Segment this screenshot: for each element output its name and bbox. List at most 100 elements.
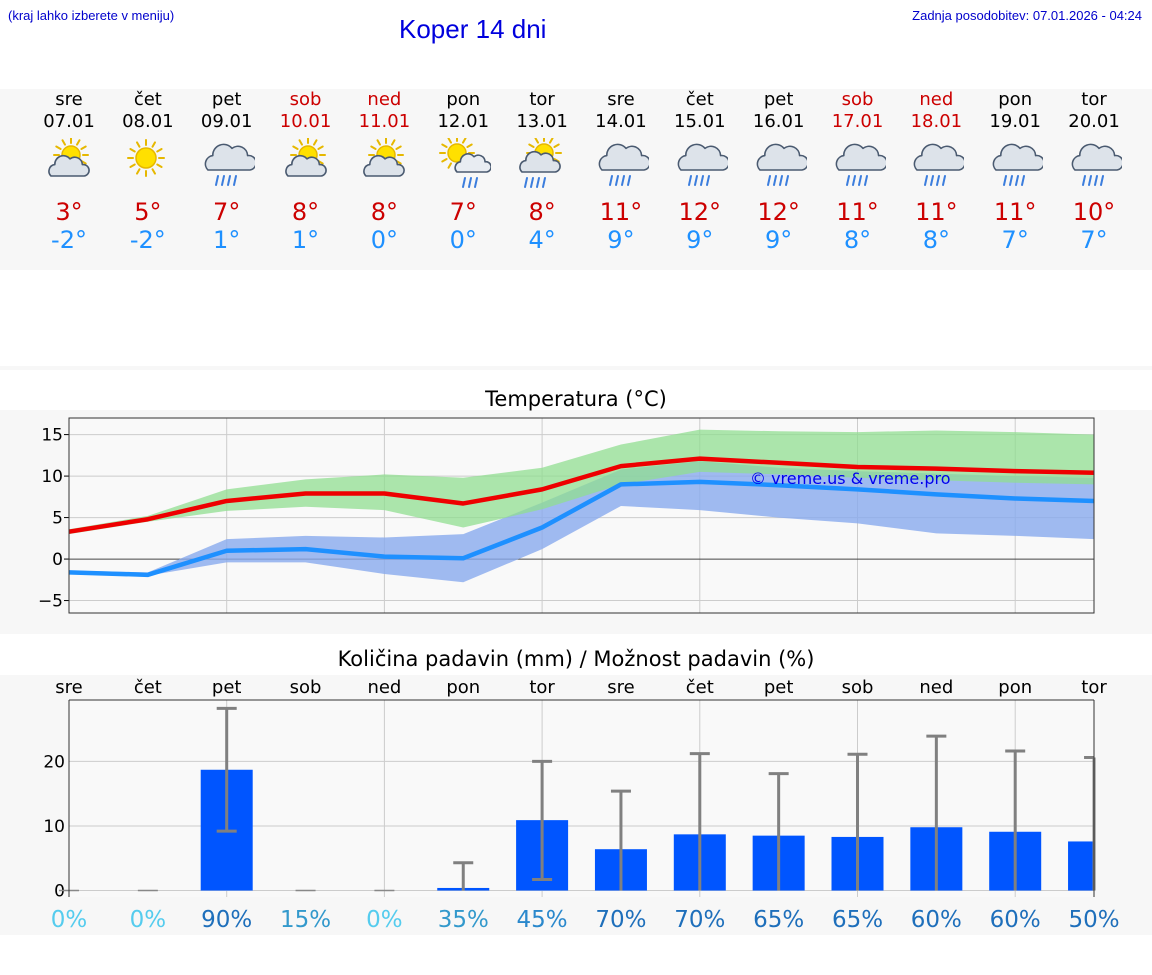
precip-chance-label: 60% <box>990 907 1041 933</box>
sun-rain-icon <box>424 138 503 196</box>
day-name: pet <box>763 89 794 110</box>
day-label: čet <box>686 677 714 698</box>
max-temp: 11° <box>836 198 879 226</box>
day-label: pet <box>764 677 794 698</box>
y-tick-label: 10 <box>43 817 65 837</box>
day-date: 18.01 <box>910 111 963 132</box>
partly-cloudy-icon <box>345 138 424 196</box>
max-temp: 11° <box>915 198 958 226</box>
rain-cloud-icon <box>660 138 739 196</box>
day-date: 13.01 <box>516 111 568 132</box>
day-name: pet <box>211 89 242 110</box>
precip-chance-label: 35% <box>438 907 489 933</box>
max-temp: 8° <box>291 198 320 226</box>
min-temp: 0° <box>449 226 477 254</box>
day-date: 07.01 <box>43 111 95 132</box>
precip-chance-label: 0% <box>130 907 167 933</box>
day-name: pon <box>998 89 1033 110</box>
max-temp: 11° <box>993 198 1037 226</box>
rain-cloud-icon <box>976 138 1055 196</box>
partly-cloudy-icon <box>30 138 109 196</box>
location-hint: (kraj lahko izberete v meniju) <box>8 8 175 23</box>
day-date: 15.01 <box>674 111 726 132</box>
day-name: pon <box>446 89 481 110</box>
day-date: 10.01 <box>279 111 332 132</box>
day-date: 12.01 <box>437 111 490 132</box>
day-name: sob <box>289 89 322 110</box>
day-label: sob <box>290 677 322 698</box>
page-title: Koper 14 dni <box>399 14 547 44</box>
precip-chance-label: 0% <box>51 907 88 933</box>
day-name: sre <box>607 89 635 110</box>
precip-chance-label: 60% <box>911 907 962 933</box>
min-temp: 1° <box>291 226 320 254</box>
max-temp: 5° <box>134 198 162 226</box>
day-date: 08.01 <box>122 111 174 132</box>
day-name: sre <box>55 89 83 110</box>
day-label: pon <box>998 677 1032 698</box>
max-temp: 12° <box>678 198 722 226</box>
temperature-chart: −5 0 5 10 15 © vreme.us & vreme.pro <box>38 417 1095 614</box>
max-temp: 11° <box>599 198 643 226</box>
max-temp-range-band <box>69 429 1095 535</box>
day-label: pet <box>212 677 242 698</box>
rain-cloud-icon <box>581 138 660 196</box>
max-temp-line <box>68 456 1095 534</box>
y-tick-label: 5 <box>52 509 63 529</box>
precip-chance-label: 70% <box>674 907 725 933</box>
divider <box>0 366 1152 370</box>
day-label: pon <box>446 677 480 698</box>
min-temp-line <box>68 479 1095 578</box>
y-tick-label: 20 <box>43 752 65 772</box>
min-temp: 7° <box>1080 226 1108 254</box>
day-label: sre <box>607 677 634 698</box>
min-temp: -2° <box>129 226 166 254</box>
max-temp: 12° <box>757 198 800 226</box>
rain-cloud-icon <box>1055 138 1134 196</box>
precipitation-chart-title: Količina padavin (mm) / Možnost padavin … <box>337 647 815 671</box>
day-name: čet <box>685 89 714 110</box>
min-temp: 0° <box>370 226 399 254</box>
max-temp: 8° <box>370 198 399 226</box>
max-temp: 8° <box>528 198 556 226</box>
precip-chance-label: 70% <box>595 907 646 933</box>
rain-cloud-icon <box>897 138 976 196</box>
precip-chance-label: 0% <box>366 907 403 933</box>
partly-cloudy-icon <box>266 138 345 196</box>
day-date: 19.01 <box>989 111 1041 132</box>
day-date: 14.01 <box>595 111 647 132</box>
y-tick-label: −5 <box>38 592 63 612</box>
precip-chance-label: 50% <box>1068 907 1119 933</box>
min-temp: 8° <box>843 226 872 254</box>
day-name: sob <box>841 89 874 110</box>
day-label: sre <box>55 677 82 698</box>
watermark: © vreme.us & vreme.pro <box>750 469 951 488</box>
min-temp: -2° <box>51 226 87 254</box>
last-updated: Zadnja posodobitev: 07.01.2026 - 04:24 <box>912 8 1142 23</box>
day-name: čet <box>133 89 162 110</box>
day-label: čet <box>134 677 162 698</box>
day-label: ned <box>367 677 401 698</box>
day-date: 20.01 <box>1068 111 1120 132</box>
precip-chance-label: 65% <box>753 907 804 933</box>
min-temp: 4° <box>528 226 556 254</box>
day-name: ned <box>919 89 954 110</box>
precip-chance-label: 90% <box>201 907 252 933</box>
y-tick-label: 15 <box>41 426 63 446</box>
min-temp: 1° <box>213 226 241 254</box>
rain-cloud-icon <box>818 138 897 196</box>
max-temp: 3° <box>55 198 83 226</box>
rain-cloud-icon <box>187 138 266 196</box>
max-temp: 7° <box>449 198 477 226</box>
precip-chance-label: 45% <box>517 907 568 933</box>
sun-cloud-rain-icon <box>503 138 582 196</box>
precip-bar <box>1068 841 1094 891</box>
min-temp: 8° <box>922 226 950 254</box>
y-tick-label: 0 <box>54 882 65 902</box>
min-temp: 7° <box>1001 226 1029 254</box>
day-date: 16.01 <box>752 111 805 132</box>
day-name: tor <box>529 89 555 110</box>
day-date: 17.01 <box>831 111 884 132</box>
day-name: ned <box>367 89 402 110</box>
precip-chance-label: 15% <box>280 907 331 933</box>
